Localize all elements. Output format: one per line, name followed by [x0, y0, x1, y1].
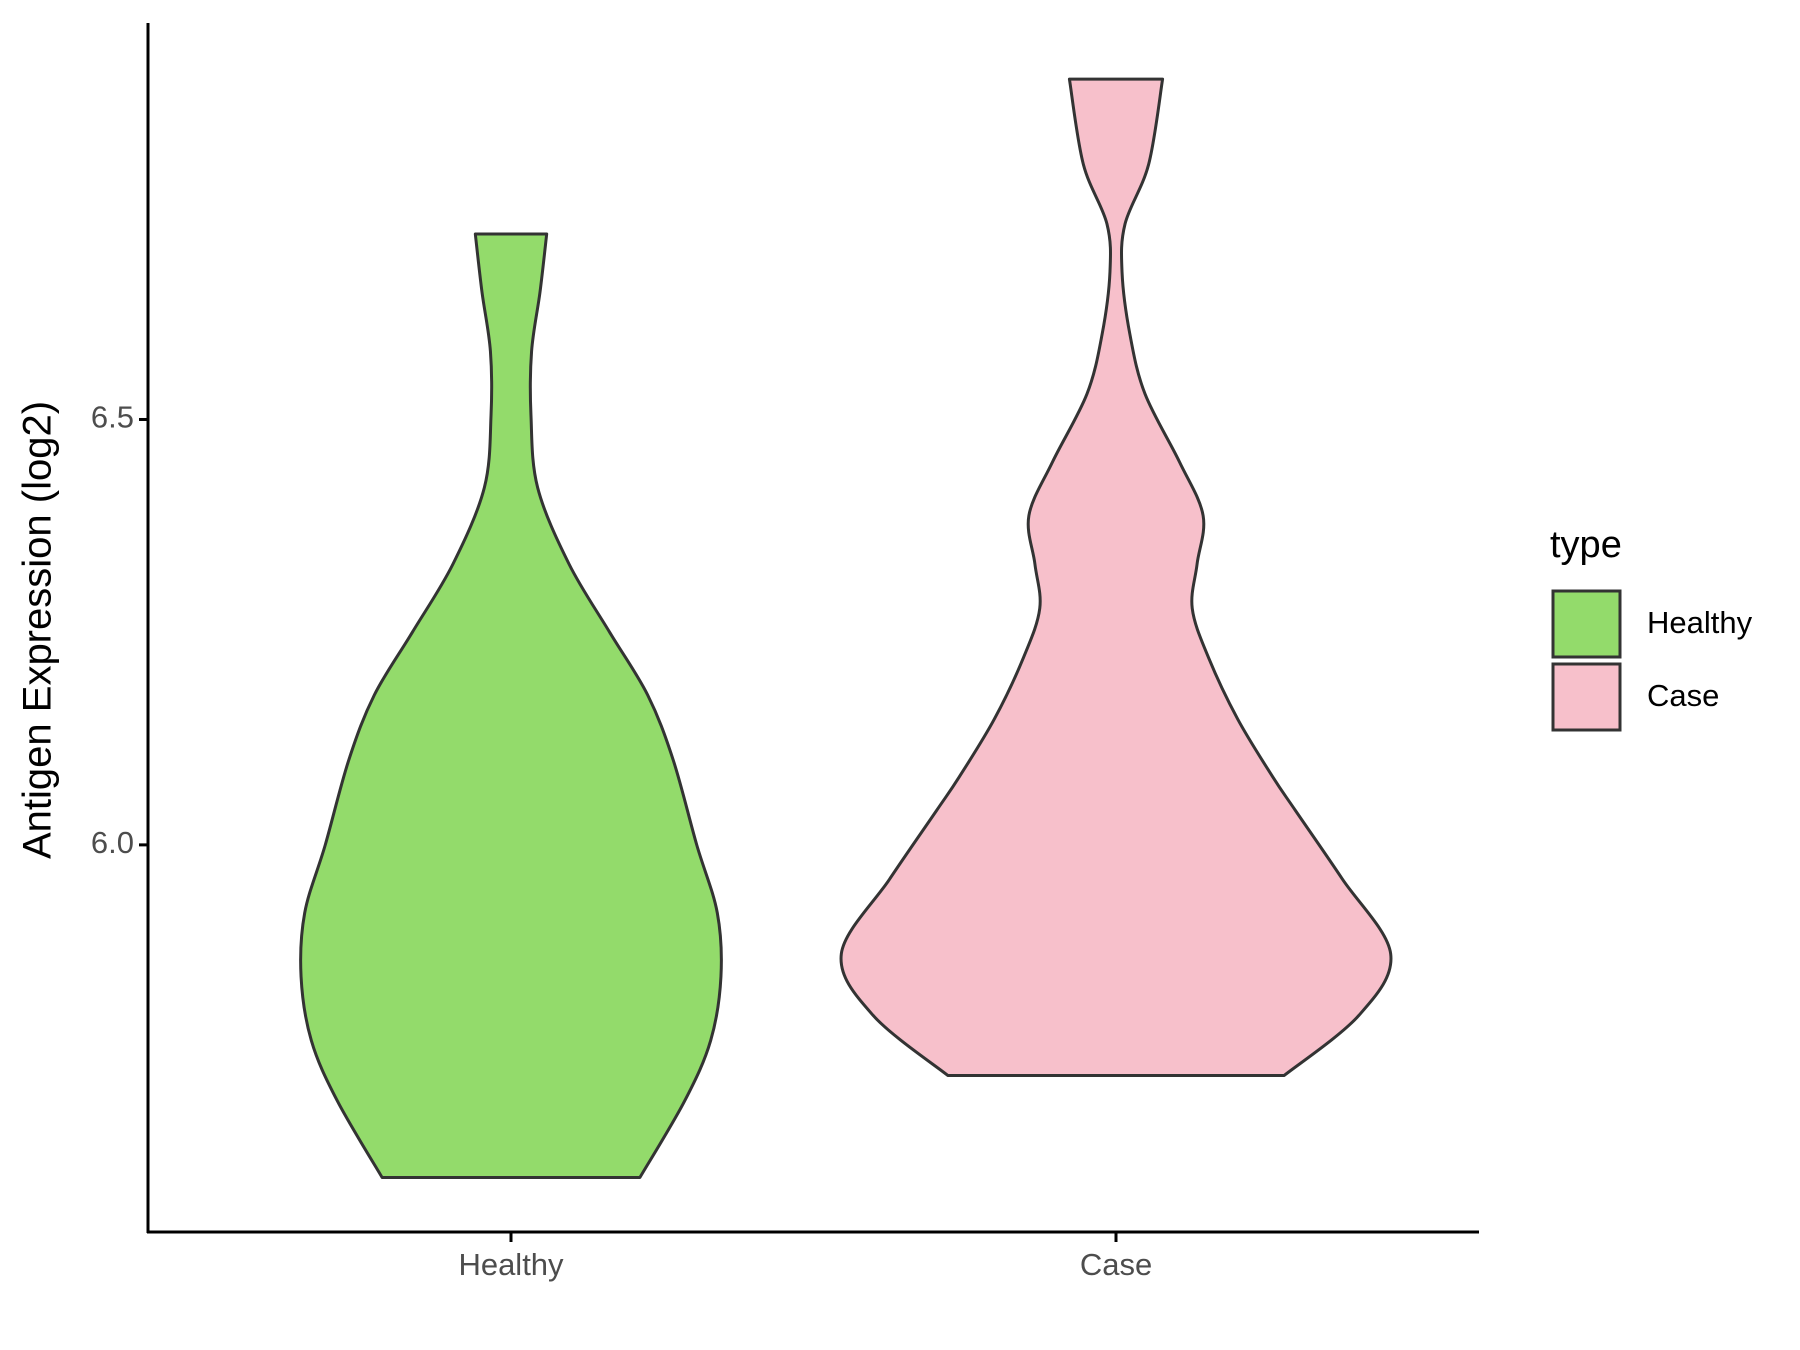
violin	[299, 232, 723, 1180]
legend-label: Case	[1647, 678, 1719, 713]
legend-key	[1551, 589, 1622, 659]
legend-label: Healthy	[1647, 605, 1753, 640]
y-tick-label: 6.0	[91, 825, 134, 860]
x-tick-label: Healthy	[458, 1247, 564, 1282]
legend-key	[1551, 662, 1622, 732]
violin	[839, 77, 1393, 1077]
x-tick-label: Case	[1080, 1247, 1152, 1282]
legend-title: type	[1550, 524, 1622, 566]
y-axis-label: Antigen Expression (log2)	[16, 401, 60, 859]
y-tick-label: 6.5	[91, 400, 134, 435]
